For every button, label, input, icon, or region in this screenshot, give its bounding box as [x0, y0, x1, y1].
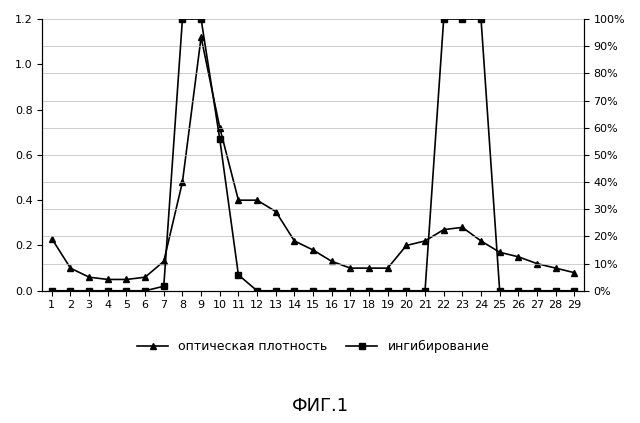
оптическая плотность [141, 275, 149, 280]
ингибирование [85, 288, 93, 293]
оптическая плотность [533, 261, 541, 266]
оптическая плотность [48, 236, 56, 241]
ингибирование [533, 288, 541, 293]
Text: ФИГ.1: ФИГ.1 [291, 396, 349, 415]
оптическая плотность [104, 277, 111, 282]
оптическая плотность [272, 209, 280, 214]
ингибирование [104, 288, 111, 293]
оптическая плотность [197, 35, 205, 40]
ингибирование [403, 288, 410, 293]
оптическая плотность [403, 243, 410, 248]
оптическая плотность [496, 250, 504, 255]
оптическая плотность [346, 266, 354, 271]
ингибирование [477, 16, 485, 22]
оптическая плотность [67, 266, 74, 271]
ингибирование [384, 288, 392, 293]
оптическая плотность [179, 179, 186, 184]
ингибирование [216, 137, 223, 142]
ингибирование [141, 288, 149, 293]
ингибирование [346, 288, 354, 293]
оптическая плотность [384, 266, 392, 271]
ингибирование [328, 288, 335, 293]
ингибирование [440, 16, 447, 22]
ингибирование [272, 288, 280, 293]
оптическая плотность [421, 239, 429, 244]
ингибирование [291, 288, 298, 293]
Legend: оптическая плотность, ингибирование: оптическая плотность, ингибирование [132, 335, 494, 358]
оптическая плотность [440, 227, 447, 232]
оптическая плотность [309, 247, 317, 253]
оптическая плотность [235, 198, 243, 203]
оптическая плотность [515, 254, 522, 259]
ингибирование [123, 288, 131, 293]
оптическая плотность [253, 198, 261, 203]
ингибирование [48, 288, 56, 293]
ингибирование [515, 288, 522, 293]
оптическая плотность [458, 225, 466, 230]
оптическая плотность [365, 266, 373, 271]
ингибирование [253, 288, 261, 293]
ингибирование [421, 288, 429, 293]
ингибирование [160, 284, 168, 289]
Line: оптическая плотность: оптическая плотность [49, 34, 578, 283]
оптическая плотность [85, 275, 93, 280]
оптическая плотность [216, 125, 223, 130]
ингибирование [309, 288, 317, 293]
оптическая плотность [477, 239, 485, 244]
оптическая плотность [328, 259, 335, 264]
оптическая плотность [291, 239, 298, 244]
оптическая плотность [570, 270, 578, 275]
ингибирование [67, 288, 74, 293]
оптическая плотность [552, 266, 559, 271]
оптическая плотность [160, 259, 168, 264]
Line: ингибирование: ингибирование [49, 16, 578, 294]
ингибирование [552, 288, 559, 293]
ингибирование [458, 16, 466, 22]
ингибирование [570, 288, 578, 293]
ингибирование [179, 16, 186, 22]
оптическая плотность [123, 277, 131, 282]
ингибирование [235, 272, 243, 277]
ингибирование [197, 16, 205, 22]
ингибирование [496, 288, 504, 293]
ингибирование [365, 288, 373, 293]
